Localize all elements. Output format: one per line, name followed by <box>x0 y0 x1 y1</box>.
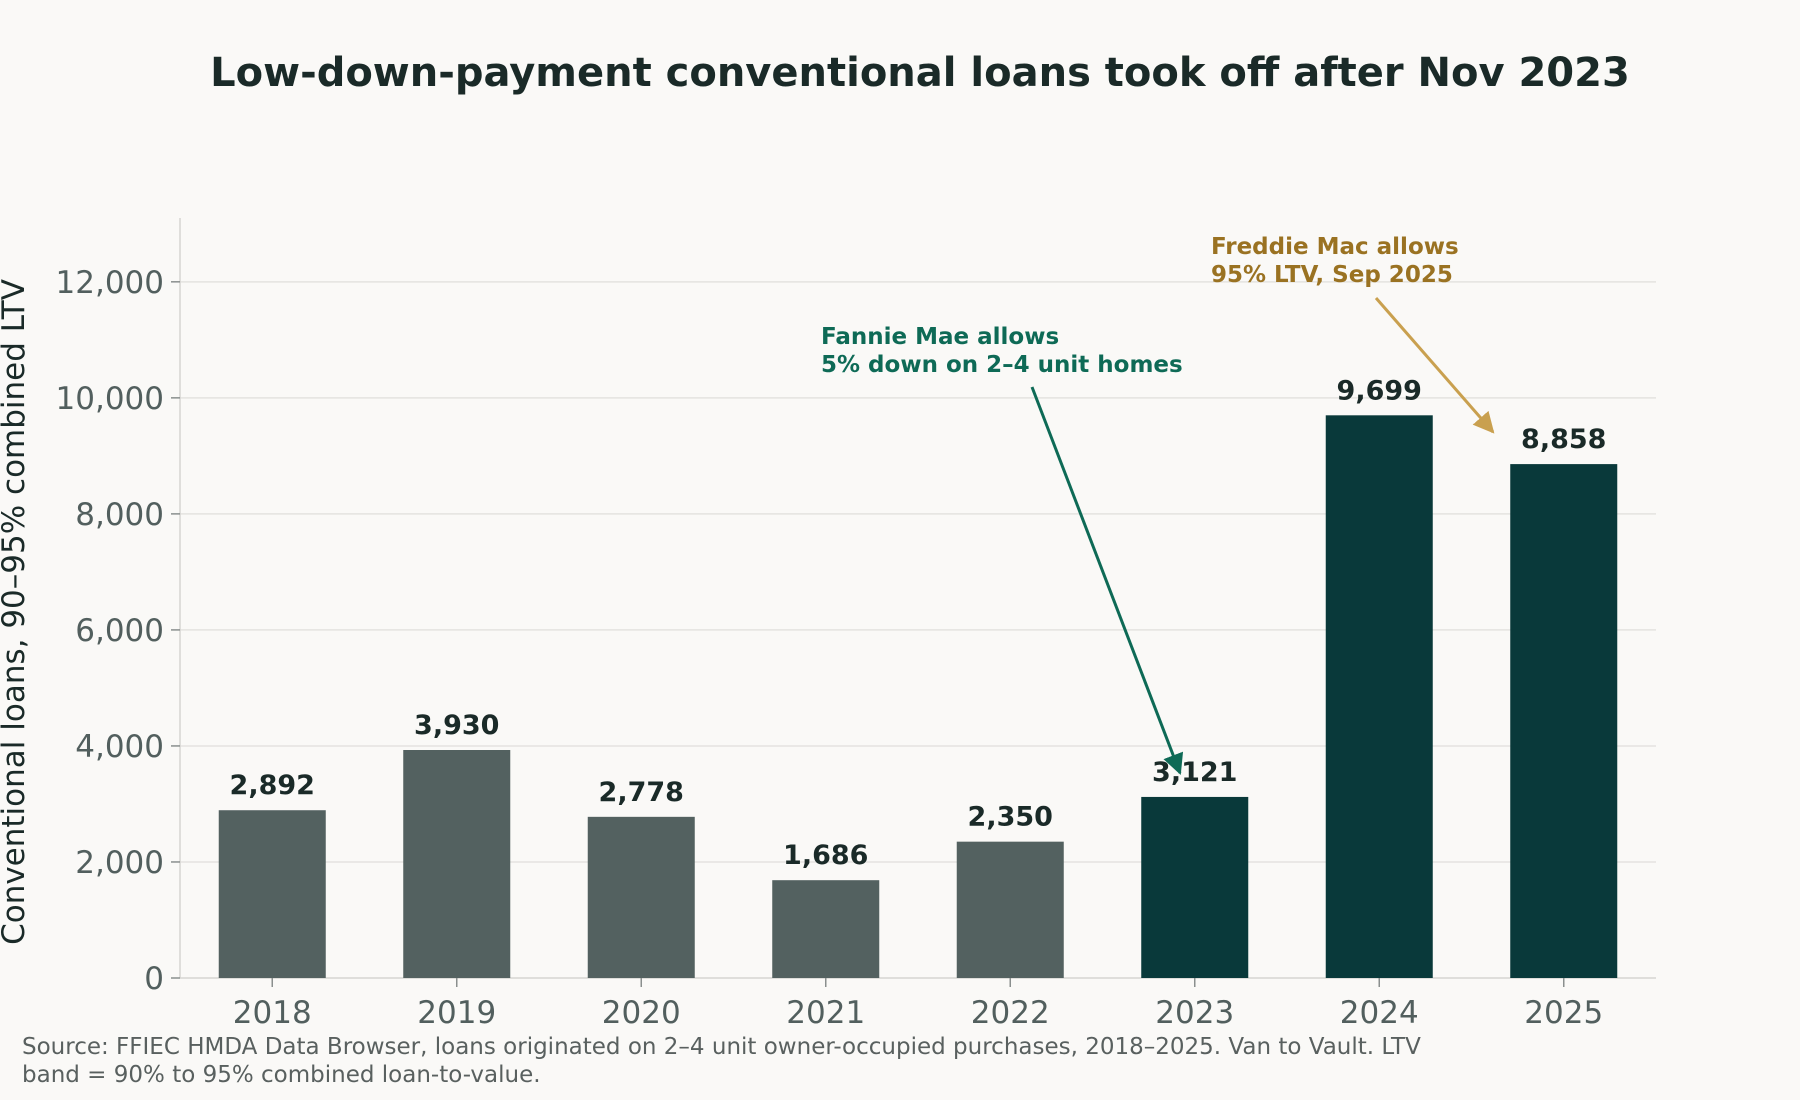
y-tick-label: 0 <box>144 961 164 997</box>
y-tick-label: 8,000 <box>75 497 164 533</box>
y-tick-label: 12,000 <box>56 265 164 301</box>
x-tick-label-2021: 2021 <box>786 995 865 1031</box>
data-label-2024: 9,699 <box>1337 375 1422 406</box>
annotation-freddie-line-2: 95% LTV, Sep 2025 <box>1211 262 1453 288</box>
bar-2021 <box>772 880 880 978</box>
bar-2024 <box>1325 415 1433 978</box>
source-note: Source: FFIEC HMDA Data Browser, loans o… <box>22 1034 1428 1088</box>
bar-2018 <box>218 810 326 978</box>
x-tick-label-2020: 2020 <box>602 995 681 1031</box>
y-tick-label: 2,000 <box>75 845 164 881</box>
data-labels: 2,892 3,930 2,778 1,686 2,350 3,121 9,699 8,858 <box>230 375 1607 871</box>
x-tick-label-2025: 2025 <box>1524 995 1603 1031</box>
data-label-2023: 3,121 <box>1152 757 1237 788</box>
x-tick-label-2023: 2023 <box>1155 995 1234 1031</box>
x-tick-label-2018: 2018 <box>233 995 312 1031</box>
x-tick-label-2024: 2024 <box>1340 995 1419 1031</box>
source-note-line-1: Source: FFIEC HMDA Data Browser, loans o… <box>22 1034 1421 1060</box>
y-tick-label: 6,000 <box>75 613 164 649</box>
bar-2025 <box>1510 464 1618 978</box>
annotation-fannie-line-1: Fannie Mae allows <box>821 324 1059 350</box>
data-label-2025: 8,858 <box>1521 424 1606 455</box>
data-label-2018: 2,892 <box>230 770 315 801</box>
bar-2019 <box>403 750 511 978</box>
annotation-fannie-line-2: 5% down on 2–4 unit homes <box>821 352 1183 378</box>
x-tick-label-2022: 2022 <box>971 995 1050 1031</box>
annotation-fannie-mae: Fannie Mae allows 5% down on 2–4 unit ho… <box>821 324 1184 775</box>
data-label-2021: 1,686 <box>783 840 868 871</box>
bar-2023 <box>1141 796 1249 978</box>
svg-text:Freddie Mac allows 95%: Freddie Mac allows 95% LTV, Sep 2025 <box>1211 234 1467 288</box>
x-tick-labels: 2018 2019 2020 2021 2022 2023 2024 2025 <box>233 978 1603 1031</box>
y-axis-label: Conventional loans, 90–95% combined LTV <box>0 279 32 945</box>
annotation-freddie-mac: Freddie Mac allows 95% LTV, Sep 2025 <box>1211 234 1495 434</box>
annotation-freddie-arrow <box>1374 297 1495 434</box>
y-tick-label: 10,000 <box>56 381 164 417</box>
y-tick-labels: 0 2,000 4,000 6,000 8,000 10,000 12,000 <box>56 265 180 997</box>
data-label-2020: 2,778 <box>599 777 684 808</box>
annotation-freddie-line-1: Freddie Mac allows <box>1211 234 1459 260</box>
svg-text:Fannie Mae allows 5% d: Fannie Mae allows 5% down on 2–4 unit ho… <box>821 324 1183 378</box>
bars <box>218 415 1618 978</box>
data-label-2019: 3,930 <box>414 710 499 741</box>
x-tick-label-2019: 2019 <box>417 995 496 1031</box>
bar-2022 <box>956 841 1064 978</box>
data-label-2022: 2,350 <box>968 802 1053 833</box>
y-tick-label: 4,000 <box>75 729 164 765</box>
annotation-fannie-arrow <box>1030 386 1184 775</box>
source-note-line-2: band = 90% to 95% combined loan-to-value… <box>22 1062 541 1088</box>
bar-2020 <box>587 816 695 978</box>
chart-title: Low-down-payment conventional loans took… <box>210 50 1630 96</box>
